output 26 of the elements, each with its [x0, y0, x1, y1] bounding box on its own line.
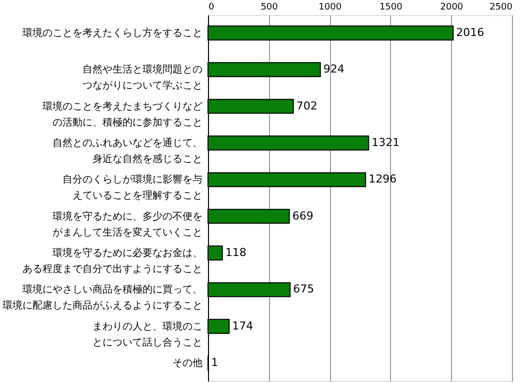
x-tick-label: 2000 [440, 2, 464, 12]
data-label: 924 [323, 62, 344, 76]
y-tick-label: 自然とのふれあいなどを通じて、身近な自然を感じること [52, 136, 202, 165]
x-tick-label: 500 [260, 2, 278, 12]
data-label: 702 [296, 99, 318, 112]
y-tick-label: 自分のくらしが環境に影響を与えていることを理解すること [62, 174, 202, 202]
x-tick-label: 2500 [490, 2, 513, 12]
data-label: 1321 [372, 136, 400, 149]
x-tick-label: 1000 [318, 2, 342, 12]
y-tick-label: 自然や生活と環境問題とのつながりについて学ぶこと [82, 64, 202, 92]
data-label: 174 [232, 319, 254, 332]
data-label: 1 [211, 356, 218, 370]
data-label: 669 [292, 209, 314, 222]
data-label: 2016 [456, 26, 484, 39]
data-label: 675 [293, 282, 314, 296]
data-label: 1296 [368, 172, 397, 186]
x-tick-label: 0 [208, 2, 214, 12]
y-tick-label: その他 [172, 357, 202, 370]
y-tick-label: 環境のことを考えたまちづくりなどの活動に、積極的に参加すること [42, 100, 202, 128]
y-tick-label: まわりの人と、環境のことについて話し合うこと [92, 320, 202, 348]
y-tick-label: 環境のことを考えたくらし方をすること [22, 26, 202, 39]
y-tick-label: 環境を守るために、多少の不便をがまんして生活を変えていくこと [52, 210, 202, 238]
y-tick-label: 環境を守るために必要なお金は、ある程度まで自分で出すようにすること [22, 247, 202, 276]
data-label: 118 [225, 246, 246, 260]
x-tick-label: 1500 [379, 2, 403, 12]
y-tick-label: 環境にやさしい商品を積極的に買って、環境に配慮した商品がふえるようにすること [2, 284, 202, 312]
